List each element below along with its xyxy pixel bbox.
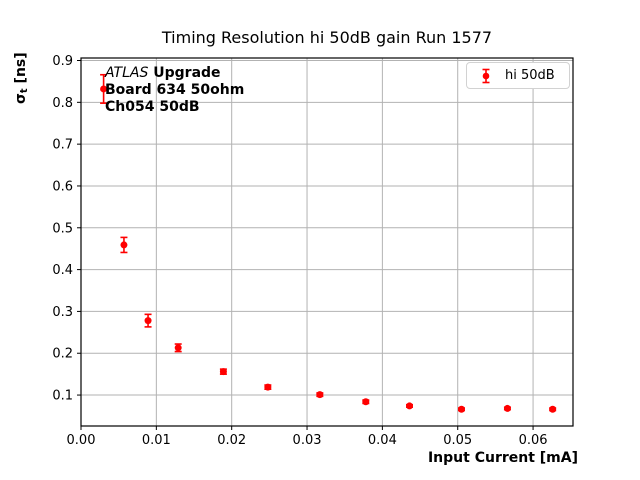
atlas-label: ATLAS bbox=[105, 65, 149, 81]
y-tick-label: 0.9 bbox=[52, 54, 73, 69]
data-point bbox=[264, 383, 272, 391]
data-point bbox=[316, 391, 324, 399]
data-point bbox=[120, 241, 128, 249]
x-tick-label: 0.03 bbox=[293, 433, 322, 448]
y-tick-label: 0.7 bbox=[52, 138, 73, 153]
annotation-line-1: ATLAS Upgrade bbox=[105, 65, 244, 82]
sigma-subscript: t bbox=[19, 88, 30, 94]
y-tick-label: 0.1 bbox=[52, 389, 73, 404]
data-point bbox=[219, 368, 227, 376]
y-tick-label: 0.3 bbox=[52, 305, 73, 320]
upgrade-label: Upgrade bbox=[153, 65, 221, 81]
data-point bbox=[503, 404, 511, 412]
plot-frame bbox=[80, 57, 574, 427]
data-point bbox=[362, 398, 370, 406]
x-tick-label: 0.04 bbox=[368, 433, 397, 448]
annotation-line-3: Ch054 50dB bbox=[105, 99, 200, 115]
y-tick-label: 0.4 bbox=[52, 263, 73, 278]
x-tick-label: 0.02 bbox=[217, 433, 246, 448]
legend-label: hi 50dB bbox=[505, 68, 555, 83]
data-point bbox=[174, 344, 182, 352]
y-tick-label: 0.6 bbox=[52, 179, 73, 194]
sigma-symbol: σ bbox=[13, 93, 29, 104]
x-tick-label: 0.06 bbox=[519, 433, 548, 448]
errorbar-marker-icon bbox=[482, 68, 490, 83]
y-axis-units: [ns] bbox=[13, 52, 29, 89]
x-axis-label: Input Current [mA] bbox=[427, 450, 578, 466]
data-point bbox=[144, 317, 152, 325]
data-point bbox=[100, 85, 108, 93]
y-tick-label: 0.5 bbox=[52, 221, 73, 236]
data-point bbox=[549, 405, 557, 413]
chart-title: Timing Resolution hi 50dB gain Run 1577 bbox=[161, 28, 493, 47]
annotation-block: ATLAS Upgrade Board 634 50ohm Ch054 50dB bbox=[105, 65, 244, 116]
x-tick-label: 0.01 bbox=[142, 433, 171, 448]
y-tick-label: 0.2 bbox=[52, 347, 73, 362]
data-point bbox=[457, 405, 465, 413]
y-axis-label: σt [ns] bbox=[13, 52, 30, 104]
x-tick-label: 0.05 bbox=[443, 433, 472, 448]
x-tick-label: 0.00 bbox=[67, 433, 96, 448]
data-point bbox=[406, 402, 414, 410]
annotation-line-2: Board 634 50ohm bbox=[105, 82, 245, 98]
legend: hi 50dB bbox=[466, 62, 570, 89]
y-tick-label: 0.8 bbox=[52, 96, 73, 111]
